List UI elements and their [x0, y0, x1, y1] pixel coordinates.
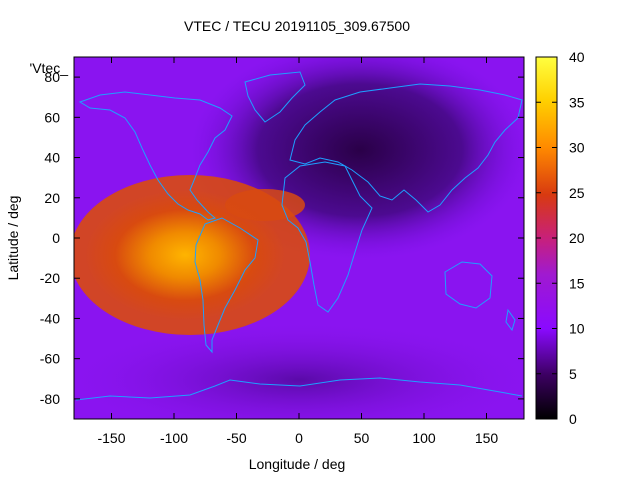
x-axis-label: Longitude / deg — [249, 456, 346, 472]
y-axis-label: Latitude / deg — [5, 196, 21, 281]
colorbar-tick-label: 25 — [569, 185, 585, 201]
low-vtec-region-south — [74, 320, 524, 419]
coast-africa — [281, 161, 373, 313]
heatmap-area — [74, 57, 524, 419]
colorbar-tick-label: 40 — [569, 49, 585, 65]
coast-antarctica — [75, 377, 523, 401]
x-tick-label: -150 — [97, 430, 125, 446]
coast-new-zealand — [505, 308, 516, 332]
y-tick-label: -80 — [40, 391, 60, 407]
y-tick-label: 60 — [44, 109, 60, 125]
coast-australia — [444, 261, 493, 309]
x-tick-label: 0 — [295, 430, 303, 446]
x-tick-label: 100 — [412, 430, 436, 446]
colorbar-tick-label: 10 — [569, 321, 585, 337]
x-tick-label: -50 — [226, 430, 246, 446]
coast-europe-asia — [289, 83, 523, 213]
x-tick-label: 150 — [475, 430, 499, 446]
y-axis-ticks: 80 60 40 20 0 -20 -40 -60 -80 — [40, 69, 524, 407]
colorbar-tick-label: 20 — [569, 230, 585, 246]
high-vtec-region — [85, 190, 285, 320]
y-tick-label: -60 — [40, 351, 60, 367]
x-axis-ticks: -150 -100 -50 0 50 100 150 — [97, 57, 498, 446]
x-tick-label: -100 — [160, 430, 188, 446]
y-tick-label: 80 — [44, 69, 60, 85]
coast-greenland — [244, 71, 306, 123]
colorbar-tick-label: 5 — [569, 366, 577, 382]
colorbar-tick-label: 35 — [569, 94, 585, 110]
coast-south-america — [194, 217, 259, 354]
chart-title: VTEC / TECU 20191105_309.67500 — [184, 18, 410, 34]
y-tick-label: 40 — [44, 150, 60, 166]
key-label: 'Vtec_ — [30, 60, 69, 76]
colorbar-tick-label: 30 — [569, 140, 585, 156]
x-tick-label: 50 — [354, 430, 370, 446]
colorbar-tick-label: 0 — [569, 411, 577, 427]
y-tick-label: 20 — [44, 190, 60, 206]
colorbar-ticks: 40 35 30 25 20 15 10 5 0 — [536, 49, 585, 427]
coastlines — [75, 71, 523, 401]
y-tick-label: 0 — [52, 230, 60, 246]
y-tick-label: -40 — [40, 310, 60, 326]
coast-north-america — [78, 91, 233, 221]
y-tick-label: -20 — [40, 270, 60, 286]
colorbar-tick-label: 15 — [569, 275, 585, 291]
